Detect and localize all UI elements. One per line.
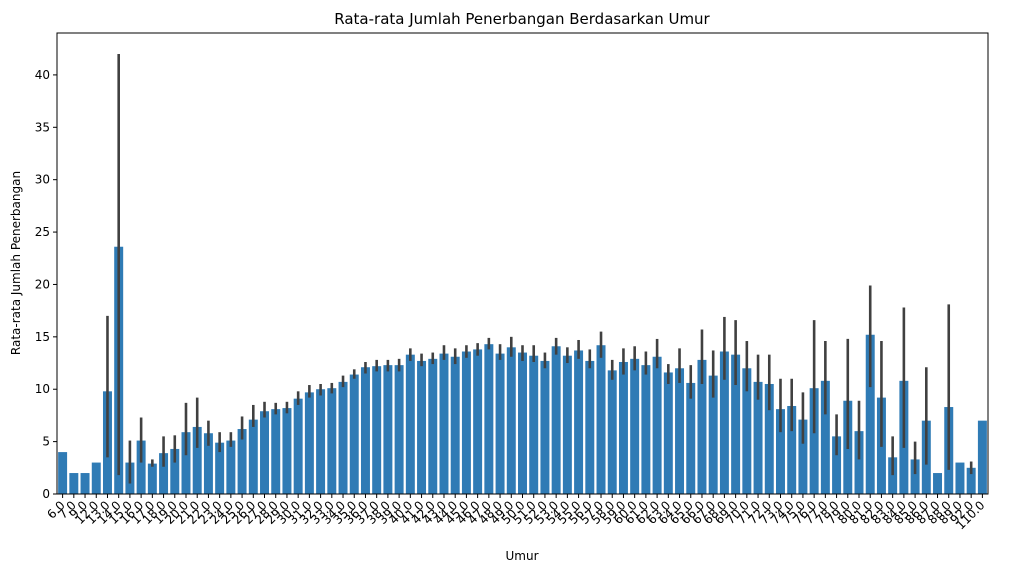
- bar: [731, 354, 741, 494]
- bar: [159, 453, 169, 494]
- bar: [832, 436, 842, 494]
- bar: [686, 382, 696, 494]
- bar: [260, 411, 269, 494]
- bar: [798, 419, 808, 494]
- bar: [405, 354, 415, 494]
- bar: [697, 359, 707, 494]
- bar: [562, 355, 572, 494]
- bar: [596, 345, 606, 494]
- bar: [910, 459, 920, 494]
- bar: [226, 440, 236, 494]
- bar: [977, 420, 987, 494]
- bar: [787, 405, 797, 494]
- bar: [473, 349, 483, 494]
- bar: [719, 351, 729, 494]
- bar: [551, 346, 561, 494]
- bar: [383, 365, 393, 494]
- bar: [271, 409, 281, 494]
- bar: [933, 473, 943, 494]
- bar: [708, 375, 718, 494]
- bar: [91, 462, 101, 494]
- plot-frame: [56, 32, 989, 495]
- bar: [585, 360, 595, 494]
- bar: [192, 426, 202, 494]
- bar: [394, 365, 404, 494]
- y-tick-label: 20: [35, 277, 50, 291]
- bar: [372, 366, 382, 494]
- bar: [439, 353, 449, 494]
- bar: [865, 334, 875, 494]
- bar: [574, 350, 584, 494]
- bar: [316, 389, 326, 494]
- bar: [966, 467, 976, 494]
- bar: [495, 353, 505, 494]
- bar: [518, 352, 527, 494]
- bar: [776, 409, 785, 494]
- bar: [338, 381, 348, 494]
- bar: [742, 368, 752, 494]
- bar: [529, 355, 539, 494]
- bar: [360, 367, 370, 494]
- bar: [540, 360, 550, 494]
- bar: [237, 429, 247, 494]
- bar: [675, 368, 685, 494]
- y-tick-label: 35: [35, 120, 50, 134]
- bar: [417, 360, 427, 494]
- x-axis-label: Umur: [505, 549, 538, 563]
- bar: [304, 392, 314, 494]
- bar: [327, 388, 337, 494]
- bar: [641, 365, 651, 494]
- y-tick-label: 10: [35, 382, 50, 396]
- bar: [293, 398, 303, 494]
- bar: [203, 433, 213, 494]
- bar: [349, 374, 359, 494]
- y-tick-label: 5: [42, 435, 50, 449]
- bar: [69, 473, 79, 494]
- bar: [248, 419, 258, 494]
- bar: [888, 457, 898, 494]
- bar: [461, 351, 471, 494]
- y-tick-label: 40: [35, 68, 50, 82]
- bar: [80, 473, 90, 494]
- bar: [764, 383, 774, 494]
- chart-title: Rata-rata Jumlah Penerbangan Berdasarkan…: [334, 10, 710, 28]
- y-axis-label: Rata-rata Jumlah Penerbangan: [9, 171, 23, 355]
- bar: [809, 388, 819, 494]
- bar: [215, 442, 225, 494]
- bar: [854, 431, 864, 494]
- bar: [282, 408, 292, 494]
- y-tick-label: 15: [35, 330, 50, 344]
- bar: [484, 344, 494, 494]
- bar: [753, 381, 763, 494]
- y-tick-label: 30: [35, 173, 50, 187]
- bar: [506, 347, 516, 494]
- y-tick-label: 25: [35, 225, 50, 239]
- bar: [820, 380, 830, 494]
- bar: [663, 372, 673, 494]
- bar: [450, 356, 460, 494]
- bar: [618, 361, 628, 494]
- bar: [428, 358, 438, 494]
- bar: [181, 432, 191, 494]
- bar: [630, 358, 640, 494]
- bar: [136, 440, 146, 494]
- bar: [58, 452, 68, 494]
- bar: [147, 463, 157, 494]
- y-tick-label: 0: [42, 487, 50, 501]
- bar: [607, 370, 617, 494]
- bar: [955, 462, 965, 494]
- bar: [170, 448, 180, 494]
- bar: [652, 356, 662, 494]
